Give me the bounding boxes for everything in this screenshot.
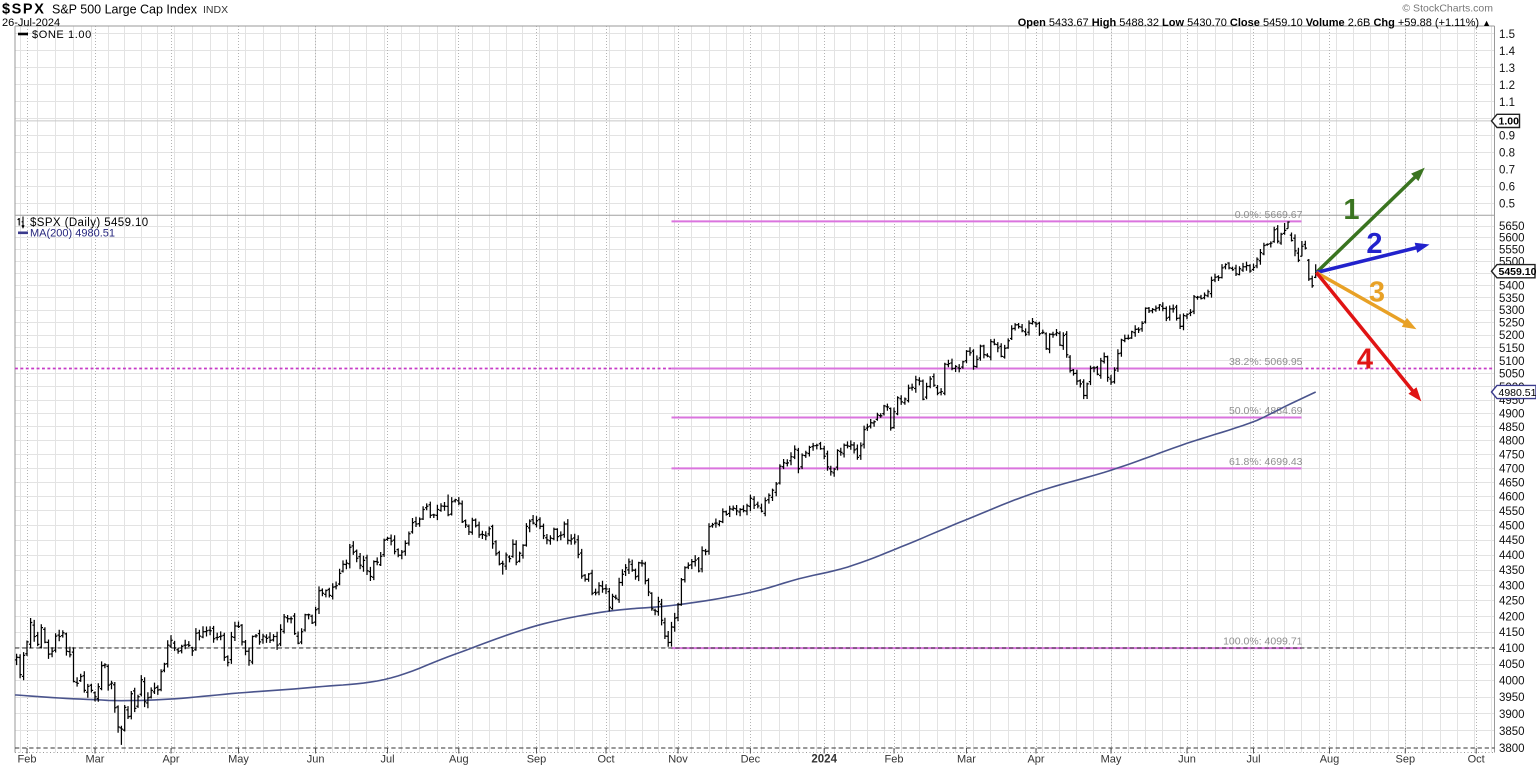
svg-text:5350: 5350 — [1499, 293, 1525, 305]
svg-text:1.00: 1.00 — [1499, 116, 1520, 128]
svg-text:5050: 5050 — [1499, 369, 1525, 381]
svg-text:4850: 4850 — [1499, 422, 1525, 434]
svg-text:Oct: Oct — [597, 754, 614, 766]
svg-text:Sep: Sep — [1396, 754, 1416, 766]
svg-text:5150: 5150 — [1499, 343, 1525, 355]
svg-text:5200: 5200 — [1499, 330, 1525, 342]
svg-text:Apr: Apr — [1027, 754, 1044, 766]
svg-text:2024: 2024 — [811, 754, 837, 766]
svg-text:Oct: Oct — [1468, 754, 1485, 766]
svg-text:Jul: Jul — [1246, 754, 1260, 766]
svg-text:4350: 4350 — [1499, 565, 1525, 577]
svg-text:5459.10: 5459.10 — [1499, 266, 1536, 278]
svg-text:4700: 4700 — [1499, 463, 1525, 475]
svg-text:3850: 3850 — [1499, 726, 1525, 738]
svg-text:4: 4 — [1357, 344, 1373, 376]
svg-text:4550: 4550 — [1499, 506, 1525, 518]
svg-text:1.5: 1.5 — [1499, 29, 1515, 41]
svg-text:0.9: 0.9 — [1499, 131, 1515, 143]
svg-text:0.5: 0.5 — [1499, 199, 1515, 211]
svg-text:4300: 4300 — [1499, 580, 1525, 592]
svg-text:Mar: Mar — [86, 754, 105, 766]
svg-text:Jun: Jun — [1178, 754, 1196, 766]
svg-text:3800: 3800 — [1499, 743, 1525, 755]
svg-text:0.7: 0.7 — [1499, 165, 1515, 177]
svg-text:4650: 4650 — [1499, 477, 1525, 489]
svg-text:4980.51: 4980.51 — [1499, 387, 1536, 399]
svg-text:Open 5433.67 High 5488.32 Low: Open 5433.67 High 5488.32 Low 5430.70 Cl… — [1018, 17, 1491, 29]
svg-text:Nov: Nov — [668, 754, 688, 766]
svg-text:4800: 4800 — [1499, 436, 1525, 448]
svg-text:4200: 4200 — [1499, 611, 1525, 623]
svg-text:61.8%: 4699.43: 61.8%: 4699.43 — [1229, 456, 1303, 468]
svg-text:S&P 500 Large Cap Index: S&P 500 Large Cap Index — [52, 3, 198, 17]
svg-text:5100: 5100 — [1499, 356, 1525, 368]
svg-text:May: May — [228, 754, 249, 766]
svg-text:© StockCharts.com: © StockCharts.com — [1402, 3, 1493, 15]
svg-text:0.6: 0.6 — [1499, 182, 1515, 194]
svg-text:Jul: Jul — [380, 754, 394, 766]
svg-text:May: May — [1101, 754, 1122, 766]
svg-text:3: 3 — [1369, 277, 1385, 309]
svg-text:Sep: Sep — [527, 754, 547, 766]
svg-text:4250: 4250 — [1499, 596, 1525, 608]
svg-text:26-Jul-2024: 26-Jul-2024 — [2, 17, 60, 29]
svg-text:5600: 5600 — [1499, 233, 1525, 245]
svg-text:Feb: Feb — [885, 754, 904, 766]
svg-text:3950: 3950 — [1499, 692, 1525, 704]
svg-text:5650: 5650 — [1499, 221, 1525, 233]
svg-text:50.0%: 4884.69: 50.0%: 4884.69 — [1229, 405, 1303, 417]
svg-text:Feb: Feb — [18, 754, 37, 766]
svg-text:$ONE 1.00: $ONE 1.00 — [32, 29, 92, 41]
svg-text:Apr: Apr — [162, 754, 179, 766]
svg-text:4900: 4900 — [1499, 408, 1525, 420]
svg-text:Jun: Jun — [307, 754, 325, 766]
svg-text:5250: 5250 — [1499, 318, 1525, 330]
svg-text:4100: 4100 — [1499, 643, 1525, 655]
svg-text:4150: 4150 — [1499, 627, 1525, 639]
svg-text:1.3: 1.3 — [1499, 63, 1515, 75]
svg-text:4050: 4050 — [1499, 659, 1525, 671]
svg-text:0.0%: 5669.67: 0.0%: 5669.67 — [1235, 209, 1303, 221]
svg-text:4400: 4400 — [1499, 550, 1525, 562]
svg-text:2: 2 — [1366, 228, 1382, 260]
svg-text:Aug: Aug — [1320, 754, 1340, 766]
svg-text:Dec: Dec — [741, 754, 761, 766]
svg-text:4450: 4450 — [1499, 535, 1525, 547]
svg-text:$SPX: $SPX — [2, 2, 45, 18]
svg-text:$SPX (Daily) 5459.10: $SPX (Daily) 5459.10 — [30, 217, 149, 229]
svg-text:5400: 5400 — [1499, 281, 1525, 293]
svg-text:INDX: INDX — [203, 4, 228, 16]
svg-text:MA(200) 4980.51: MA(200) 4980.51 — [30, 228, 115, 240]
svg-text:1.2: 1.2 — [1499, 80, 1515, 92]
svg-text:4600: 4600 — [1499, 492, 1525, 504]
svg-text:100.0%: 4099.71: 100.0%: 4099.71 — [1223, 636, 1303, 648]
svg-text:0.8: 0.8 — [1499, 148, 1515, 160]
svg-text:5550: 5550 — [1499, 245, 1525, 257]
svg-text:Aug: Aug — [449, 754, 469, 766]
svg-text:3900: 3900 — [1499, 709, 1525, 721]
svg-text:4750: 4750 — [1499, 449, 1525, 461]
svg-text:1.4: 1.4 — [1499, 46, 1516, 58]
svg-text:Mar: Mar — [957, 754, 976, 766]
svg-text:38.2%: 5069.95: 38.2%: 5069.95 — [1229, 356, 1303, 368]
svg-text:1: 1 — [1343, 194, 1359, 226]
svg-text:1.1: 1.1 — [1499, 97, 1515, 109]
svg-text:4000: 4000 — [1499, 676, 1525, 688]
svg-text:4500: 4500 — [1499, 521, 1525, 533]
svg-text:5300: 5300 — [1499, 305, 1525, 317]
